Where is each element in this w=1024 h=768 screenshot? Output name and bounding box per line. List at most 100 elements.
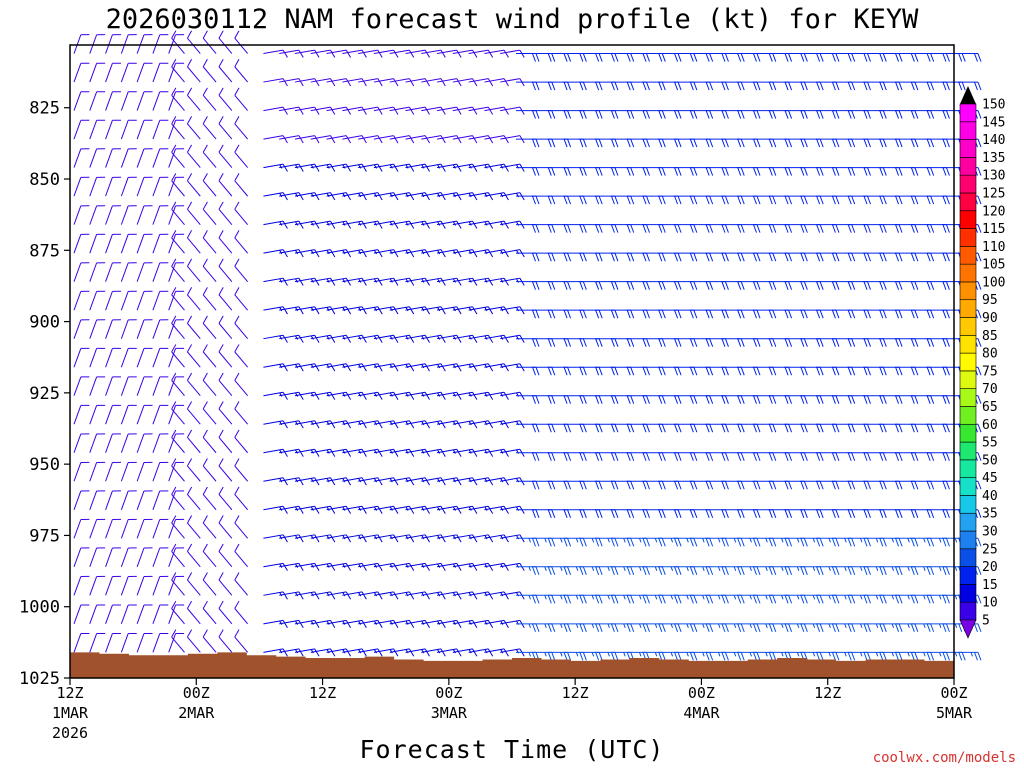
barb-flag bbox=[800, 252, 805, 262]
wind-barb bbox=[326, 78, 352, 87]
barb-flag bbox=[234, 515, 240, 524]
barb-flag bbox=[610, 509, 615, 518]
barb-flag bbox=[171, 344, 177, 353]
wind-barb bbox=[294, 192, 320, 201]
wind-barb bbox=[136, 176, 153, 197]
barb-staff bbox=[326, 78, 347, 83]
barb-flag bbox=[895, 338, 900, 347]
barb-half-flag bbox=[781, 538, 784, 543]
barb-flag bbox=[835, 281, 840, 290]
barb-staff bbox=[342, 106, 363, 112]
barb-flag bbox=[705, 195, 710, 205]
barb-flag bbox=[377, 78, 383, 87]
barb-flag bbox=[440, 534, 446, 543]
barb-flag bbox=[835, 167, 840, 176]
barb-flag bbox=[867, 138, 871, 148]
wind-barb bbox=[468, 420, 494, 429]
barb-half-flag bbox=[295, 221, 299, 226]
wind-barb bbox=[926, 537, 950, 547]
wind-barb bbox=[105, 148, 121, 168]
barb-flag bbox=[487, 534, 494, 543]
barb-flag bbox=[658, 395, 663, 404]
barb-flag bbox=[202, 629, 208, 638]
wind-barb bbox=[89, 461, 106, 482]
barb-flag bbox=[930, 481, 935, 490]
barb-flag bbox=[658, 623, 663, 632]
barb-staff bbox=[187, 208, 201, 225]
barb-flag bbox=[800, 53, 805, 62]
barb-half-flag bbox=[717, 623, 721, 628]
barb-half-flag bbox=[405, 449, 409, 454]
barb-half-flag bbox=[389, 535, 393, 540]
barb-half-flag bbox=[560, 595, 563, 600]
barb-flag bbox=[642, 566, 647, 575]
barb-flag bbox=[171, 486, 177, 495]
wind-barb bbox=[389, 391, 415, 400]
wind-barb bbox=[105, 91, 121, 111]
barb-staff bbox=[168, 291, 177, 311]
barb-staff bbox=[73, 234, 82, 254]
barb-flag bbox=[503, 78, 509, 87]
wind-barb bbox=[405, 135, 430, 144]
wind-barb bbox=[294, 619, 320, 628]
wind-barb bbox=[342, 648, 367, 657]
wind-barb bbox=[105, 347, 121, 368]
barb-flag bbox=[772, 224, 777, 233]
barb-flag bbox=[503, 420, 509, 429]
barb-staff bbox=[218, 151, 233, 168]
barb-flag bbox=[895, 110, 900, 119]
barb-staff bbox=[187, 551, 201, 568]
barb-flag bbox=[914, 595, 919, 604]
barb-flag bbox=[408, 420, 415, 429]
barb-flag bbox=[456, 534, 462, 543]
barb-flag bbox=[598, 566, 603, 575]
barb-flag bbox=[942, 367, 947, 376]
barb-flag bbox=[724, 110, 729, 119]
wind-barb bbox=[516, 110, 540, 119]
barb-flag bbox=[610, 395, 615, 404]
barb-flag bbox=[831, 452, 836, 461]
wind-barb bbox=[263, 448, 288, 457]
barb-flag bbox=[772, 367, 777, 376]
wind-barb bbox=[73, 148, 90, 168]
wind-barb bbox=[152, 119, 169, 140]
wind-barb bbox=[168, 290, 185, 311]
barb-staff bbox=[136, 519, 145, 539]
barb-flag bbox=[361, 277, 367, 286]
wind-barb bbox=[234, 287, 249, 311]
barb-half-flag bbox=[484, 535, 488, 540]
barb-flag bbox=[926, 452, 931, 461]
barb-half-flag bbox=[326, 478, 330, 483]
barb-half-flag bbox=[733, 623, 737, 628]
barb-flag bbox=[772, 252, 777, 262]
barb-flag bbox=[835, 595, 840, 604]
wind-barb bbox=[218, 372, 233, 397]
barb-half-flag bbox=[500, 649, 504, 654]
barb-flag bbox=[898, 195, 903, 205]
barb-flag bbox=[737, 252, 742, 262]
barb-flag bbox=[977, 481, 982, 490]
barb-staff bbox=[89, 547, 98, 567]
barb-staff bbox=[373, 49, 394, 55]
barb-flag bbox=[314, 363, 320, 372]
wind-barb bbox=[234, 458, 249, 482]
barb-flag bbox=[234, 486, 240, 495]
barb-flag bbox=[472, 391, 478, 400]
barb-flag bbox=[234, 429, 240, 438]
wind-barb bbox=[263, 534, 288, 543]
barb-half-flag bbox=[860, 566, 863, 571]
barb-flag bbox=[788, 538, 793, 547]
wind-barb bbox=[468, 448, 494, 457]
barb-flag bbox=[914, 167, 919, 176]
barb-staff bbox=[168, 319, 177, 339]
barb-flag bbox=[942, 252, 947, 262]
wind-barb bbox=[105, 433, 121, 453]
barb-flag bbox=[282, 334, 288, 343]
x-tick-date: 2MAR bbox=[178, 704, 215, 722]
barb-flag bbox=[598, 424, 603, 433]
barb-flag bbox=[945, 281, 950, 290]
barb-flag bbox=[709, 281, 714, 290]
credit-link[interactable]: coolwx.com/models bbox=[873, 750, 1016, 766]
barb-half-flag bbox=[623, 538, 626, 543]
barb-flag bbox=[551, 424, 556, 433]
